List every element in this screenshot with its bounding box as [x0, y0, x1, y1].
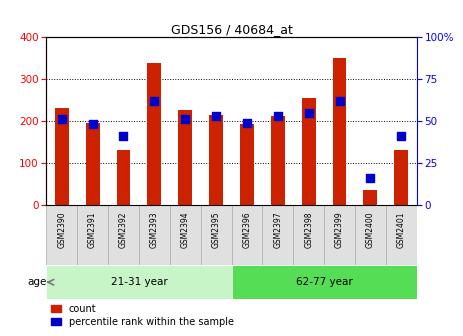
Text: age: age — [27, 277, 47, 287]
FancyBboxPatch shape — [77, 205, 108, 265]
Legend: count, percentile rank within the sample: count, percentile rank within the sample — [51, 304, 234, 327]
Text: GSM2393: GSM2393 — [150, 211, 159, 248]
Point — [120, 133, 127, 139]
Bar — [363, 190, 377, 205]
Bar — [271, 116, 285, 205]
Text: 62-77 year: 62-77 year — [296, 277, 352, 287]
Bar — [117, 151, 131, 205]
FancyBboxPatch shape — [46, 205, 77, 265]
Bar — [332, 58, 346, 205]
Point — [243, 120, 250, 125]
Point — [305, 110, 313, 115]
Title: GDS156 / 40684_at: GDS156 / 40684_at — [170, 23, 293, 36]
Bar — [178, 111, 192, 205]
Point — [181, 117, 189, 122]
Text: GSM2391: GSM2391 — [88, 211, 97, 248]
Text: 21-31 year: 21-31 year — [111, 277, 167, 287]
FancyBboxPatch shape — [355, 205, 386, 265]
Bar — [240, 124, 254, 205]
Bar — [302, 98, 316, 205]
Point — [89, 122, 96, 127]
FancyBboxPatch shape — [170, 205, 200, 265]
FancyBboxPatch shape — [232, 205, 263, 265]
Bar — [147, 63, 161, 205]
Text: GSM2399: GSM2399 — [335, 211, 344, 248]
Bar — [394, 150, 408, 205]
FancyBboxPatch shape — [232, 265, 417, 299]
Point — [58, 117, 65, 122]
Point — [213, 113, 220, 119]
FancyBboxPatch shape — [263, 205, 293, 265]
FancyBboxPatch shape — [293, 205, 324, 265]
Text: GSM2398: GSM2398 — [304, 211, 313, 248]
Point — [274, 113, 282, 119]
Text: GSM2390: GSM2390 — [57, 211, 66, 248]
Point — [150, 98, 158, 103]
Bar — [86, 123, 100, 205]
Point — [398, 133, 405, 139]
Text: GSM2392: GSM2392 — [119, 211, 128, 248]
FancyBboxPatch shape — [108, 205, 139, 265]
Text: GSM2394: GSM2394 — [181, 211, 190, 248]
Bar — [55, 108, 69, 205]
FancyBboxPatch shape — [386, 205, 417, 265]
Bar — [209, 115, 223, 205]
FancyBboxPatch shape — [200, 205, 232, 265]
Text: GSM2400: GSM2400 — [366, 211, 375, 248]
Text: GSM2397: GSM2397 — [273, 211, 282, 248]
FancyBboxPatch shape — [324, 205, 355, 265]
Point — [336, 98, 343, 103]
FancyBboxPatch shape — [139, 205, 170, 265]
Text: GSM2401: GSM2401 — [397, 211, 406, 248]
FancyBboxPatch shape — [46, 265, 232, 299]
Text: GSM2395: GSM2395 — [212, 211, 220, 248]
Point — [367, 175, 374, 181]
Text: GSM2396: GSM2396 — [243, 211, 251, 248]
